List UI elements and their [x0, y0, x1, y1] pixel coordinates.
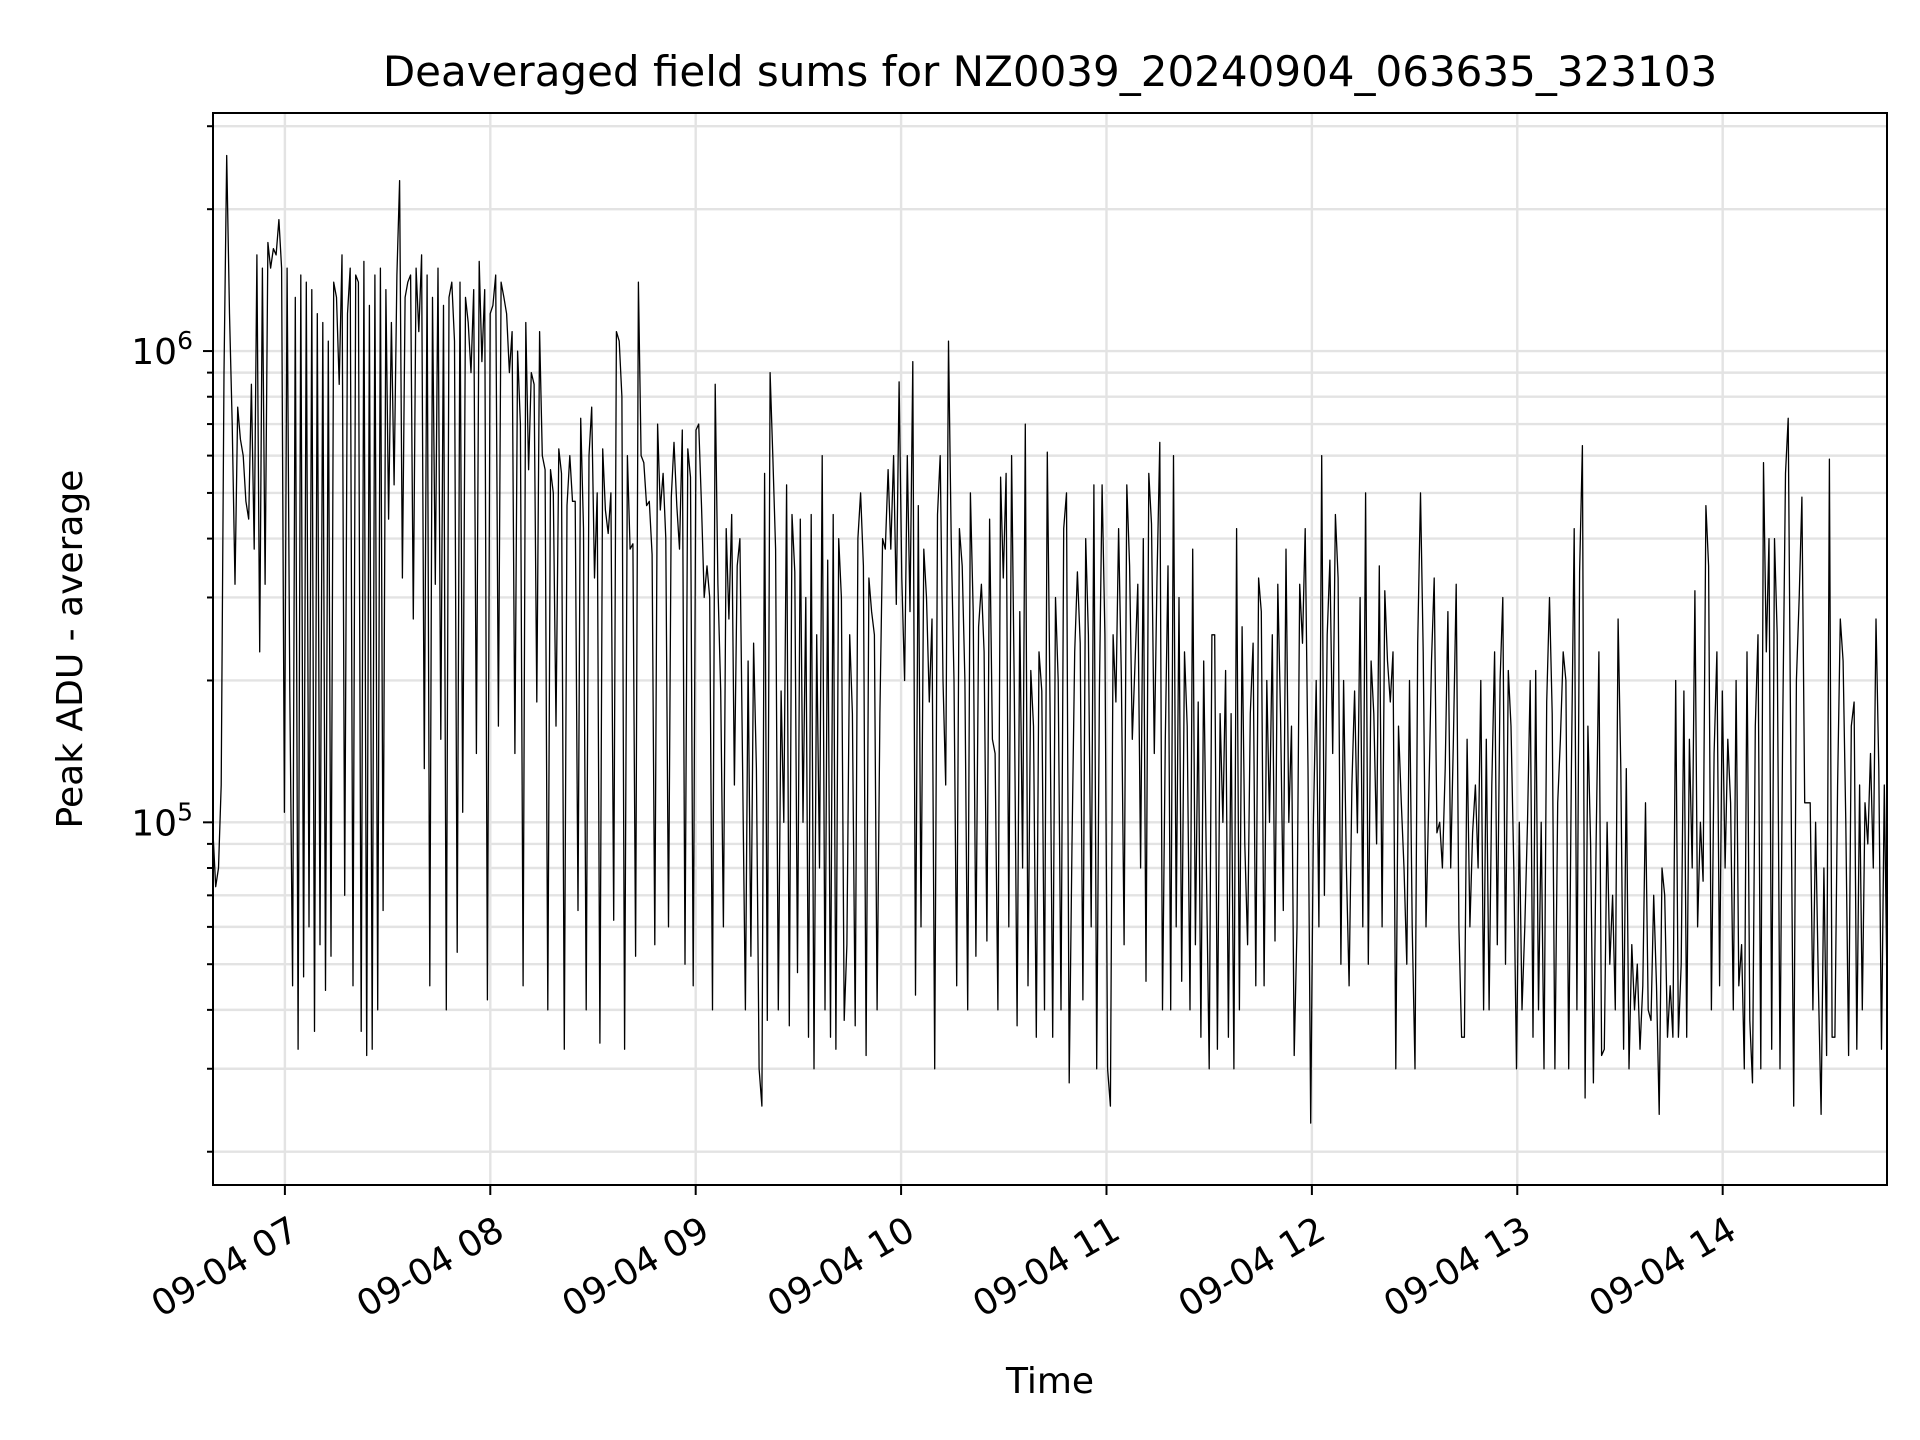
chart-title: Deaveraged field sums for NZ0039_2024090… — [383, 47, 1717, 96]
plot-frame — [212, 112, 1888, 1186]
series-line — [213, 154, 1887, 1124]
x-axis-label: Time — [1005, 1361, 1094, 1402]
series-layer — [213, 154, 1887, 1124]
y-axis-label: Peak ADU - average — [50, 470, 91, 829]
minor-grid — [213, 125, 1887, 1153]
y-axis: 105 106 — [131, 125, 213, 1153]
y-tick-label: 105 — [131, 797, 193, 844]
y-tick-label: 106 — [131, 326, 193, 373]
